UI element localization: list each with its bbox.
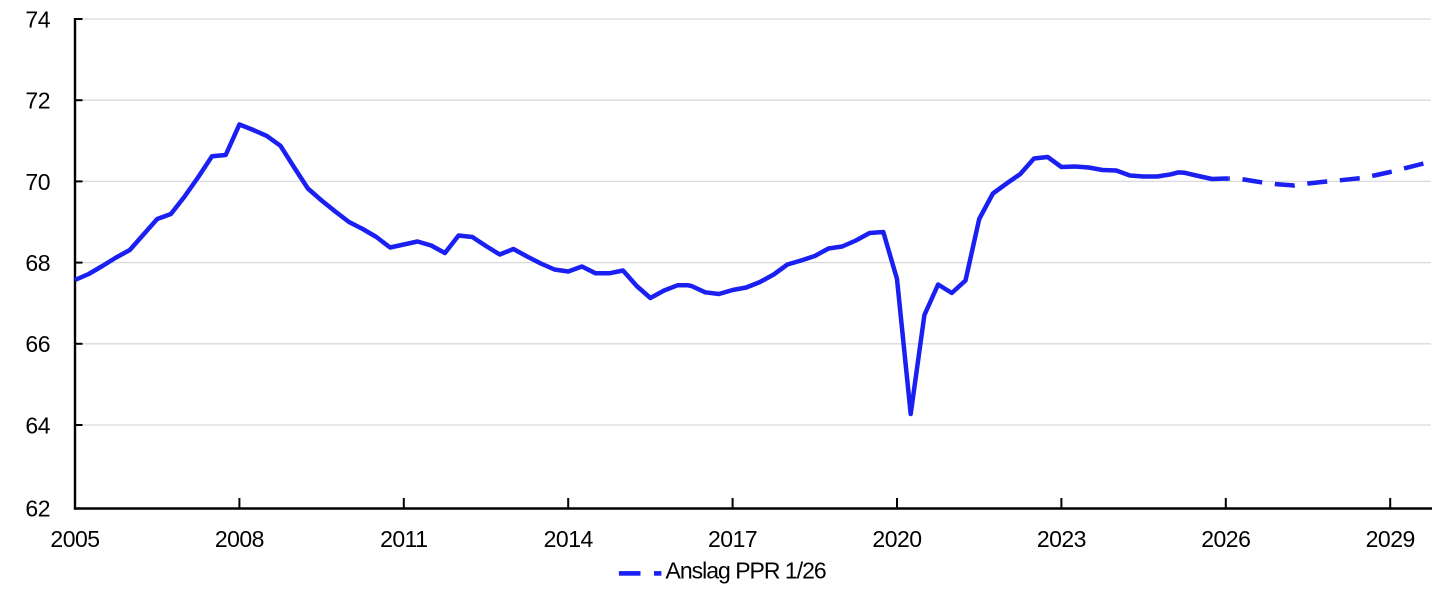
svg-text:74: 74 <box>25 6 50 32</box>
svg-text:2017: 2017 <box>708 526 757 552</box>
svg-text:2020: 2020 <box>872 526 921 552</box>
svg-text:2014: 2014 <box>544 526 594 552</box>
svg-text:64: 64 <box>25 412 50 438</box>
svg-text:62: 62 <box>25 495 50 521</box>
svg-text:2008: 2008 <box>215 526 264 552</box>
svg-text:70: 70 <box>25 169 50 195</box>
svg-text:72: 72 <box>25 88 50 114</box>
svg-text:66: 66 <box>25 331 50 357</box>
svg-text:2011: 2011 <box>380 526 427 552</box>
svg-text:2026: 2026 <box>1201 526 1250 552</box>
svg-text:2029: 2029 <box>1366 526 1415 552</box>
svg-text:68: 68 <box>25 250 50 276</box>
svg-text:2023: 2023 <box>1037 526 1086 552</box>
svg-text:2005: 2005 <box>50 526 99 552</box>
svg-text:Anslag PPR 1/26: Anslag PPR 1/26 <box>666 558 826 584</box>
